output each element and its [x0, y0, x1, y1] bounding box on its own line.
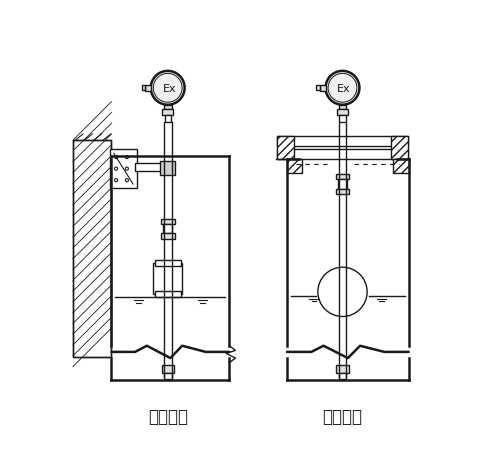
Bar — [336, 189, 349, 194]
Text: Ex: Ex — [337, 85, 351, 95]
Bar — [161, 233, 174, 239]
Bar — [287, 159, 302, 172]
Bar — [146, 85, 151, 91]
Bar — [164, 373, 172, 379]
Bar — [142, 86, 146, 90]
Bar — [338, 373, 346, 379]
Bar — [73, 140, 112, 357]
Bar — [164, 105, 172, 109]
Circle shape — [114, 155, 117, 159]
Bar — [110, 150, 137, 188]
Bar — [316, 86, 320, 90]
Bar — [320, 85, 326, 91]
Bar — [277, 150, 408, 159]
Circle shape — [126, 155, 128, 159]
Circle shape — [326, 71, 360, 105]
Bar — [164, 115, 171, 123]
Bar — [336, 365, 348, 373]
Bar — [153, 263, 182, 294]
Bar — [337, 109, 348, 115]
Bar — [73, 140, 112, 357]
Text: Ex: Ex — [162, 85, 176, 95]
Text: 架装固定: 架装固定 — [148, 408, 188, 426]
Bar — [161, 218, 174, 224]
Circle shape — [126, 167, 128, 170]
Bar — [336, 174, 349, 180]
Bar — [277, 136, 408, 145]
Text: 法兰固定: 法兰固定 — [322, 408, 362, 426]
Circle shape — [114, 179, 117, 182]
Bar — [160, 162, 176, 175]
Bar — [338, 180, 347, 189]
Circle shape — [151, 71, 184, 105]
Bar — [277, 136, 294, 159]
Bar — [154, 291, 181, 297]
Bar — [394, 159, 408, 172]
Bar — [338, 105, 346, 109]
Bar — [163, 224, 172, 233]
Circle shape — [126, 179, 128, 182]
Bar — [162, 365, 174, 373]
Bar — [154, 260, 181, 266]
Bar — [391, 136, 408, 159]
Bar — [162, 109, 173, 115]
Bar — [340, 115, 345, 123]
Circle shape — [318, 267, 367, 316]
Circle shape — [114, 167, 117, 170]
Bar — [136, 163, 164, 171]
